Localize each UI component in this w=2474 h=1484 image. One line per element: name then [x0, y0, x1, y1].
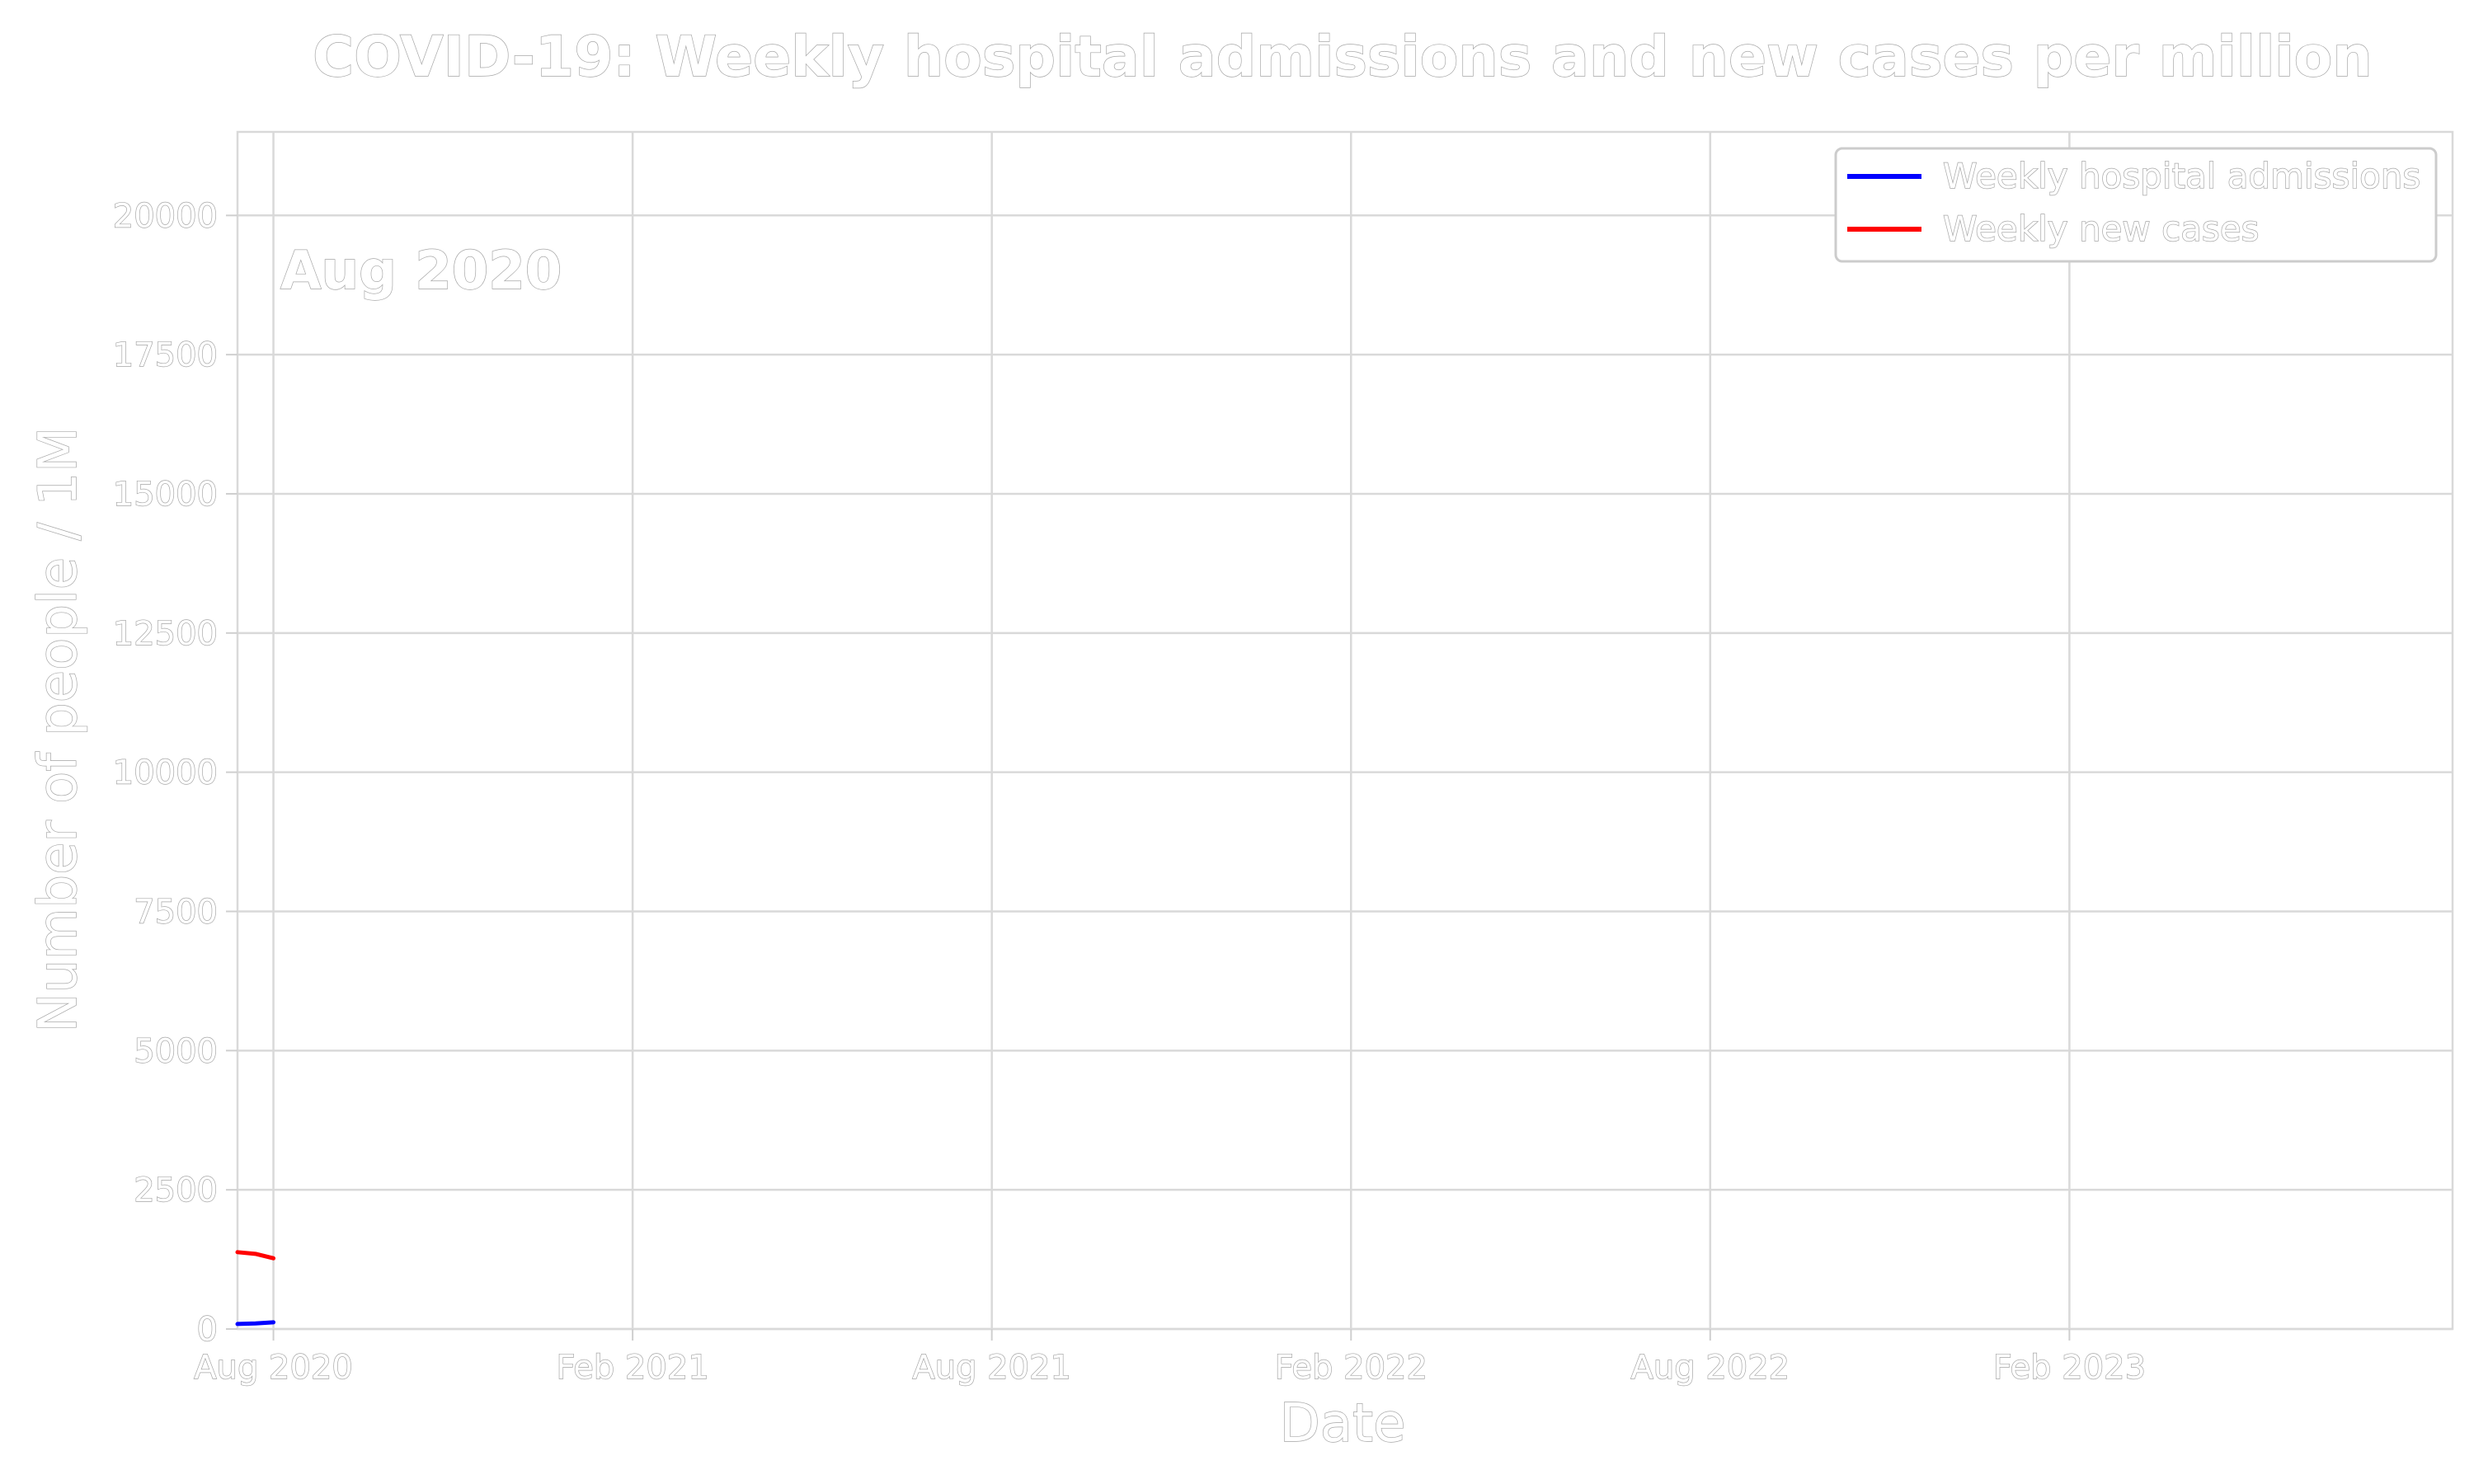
legend-label-new-cases: Weekly new cases	[1943, 209, 2260, 249]
series-lines	[235, 1250, 276, 1327]
y-tick-label: 17500	[113, 336, 218, 374]
y-tick-label: 15000	[113, 476, 218, 514]
series-line-0	[235, 1320, 276, 1327]
y-axis-label: Number of people / 1M	[28, 427, 89, 1033]
x-tick-label: Aug 2022	[1631, 1349, 1790, 1387]
y-tick-label: 2500	[134, 1172, 218, 1209]
grid	[238, 132, 2453, 1331]
y-tick-label: 10000	[113, 754, 218, 792]
axis-ticks: 0 2500 5000 7500 10000 12500 15000 17500 20000 Au…	[112, 197, 2147, 1388]
x-tick-label: Feb 2022	[1275, 1349, 1427, 1387]
plot-frame	[236, 130, 2454, 1331]
y-tick-label: 5000	[134, 1032, 218, 1070]
chart-title: COVID-19: Weekly hospital admissions and…	[313, 25, 2373, 90]
x-tick-label: Feb 2023	[1993, 1349, 2146, 1387]
x-tick-label: Aug 2021	[912, 1349, 1071, 1387]
y-tick-label: 20000	[113, 197, 218, 235]
date-stamp: Aug 2020	[280, 241, 562, 302]
x-tick-label: Feb 2021	[556, 1349, 708, 1387]
y-tick-label: 12500	[113, 615, 218, 653]
x-axis-label: Date	[1280, 1393, 1406, 1454]
legend: Weekly hospital admissions Weekly new ca…	[1834, 147, 2438, 263]
legend-box	[1834, 147, 2438, 263]
x-tick-label: Aug 2020	[194, 1349, 353, 1387]
series-line-1	[235, 1250, 276, 1261]
y-tick-label: 7500	[134, 893, 218, 931]
y-tick-label: 0	[197, 1311, 218, 1349]
legend-label-hospital-admissions: Weekly hospital admissions	[1943, 156, 2420, 196]
